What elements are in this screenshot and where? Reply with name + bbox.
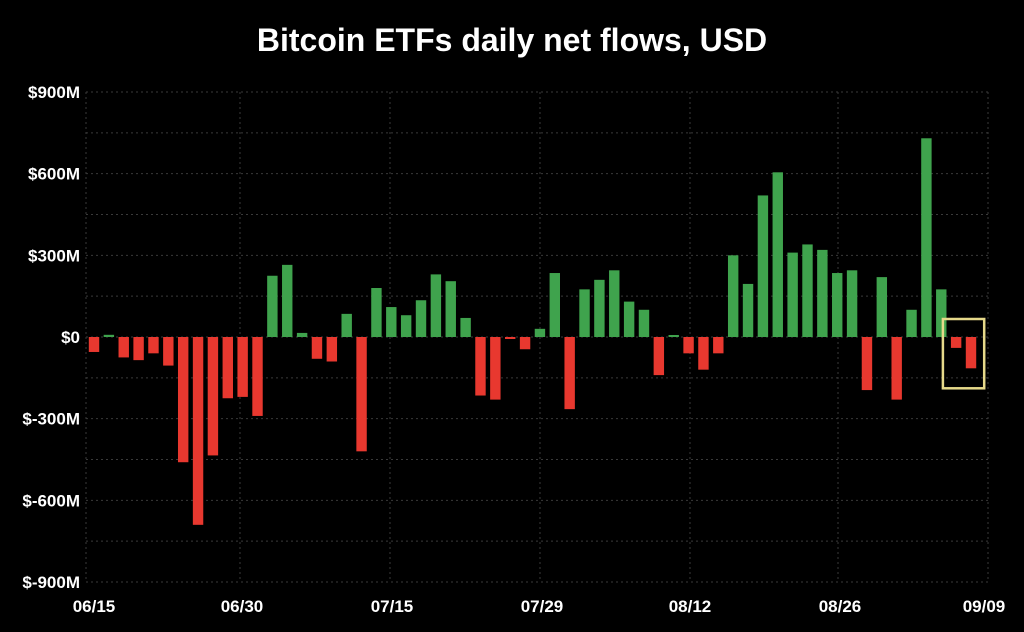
outflow-bar [207, 337, 219, 456]
inflow-bar [668, 335, 679, 337]
y-tick-label: $600M [28, 165, 80, 184]
grid-lines [85, 91, 989, 583]
x-tick-label: 09/09 [963, 597, 1006, 616]
inflow-bar [846, 270, 858, 337]
outflow-bar [950, 337, 962, 348]
inflow-bar [549, 273, 560, 337]
inflow-bar [623, 301, 635, 337]
inflow-bar [445, 281, 456, 337]
y-tick-label: $-900M [22, 573, 80, 592]
inflow-bar [638, 309, 650, 337]
x-tick-label: 06/15 [73, 597, 116, 616]
x-tick-label: 07/29 [521, 597, 564, 616]
inflow-bar [460, 317, 471, 337]
y-tick-label: $300M [28, 246, 80, 265]
outflow-bar [505, 337, 516, 339]
outflow-bar [88, 337, 100, 352]
inflow-bar [267, 275, 278, 337]
inflow-bar [430, 274, 442, 337]
outflow-bar [564, 337, 575, 410]
inflow-bar [876, 277, 888, 337]
inflow-bar [594, 279, 605, 337]
y-tick-label: $-600M [22, 491, 80, 510]
inflow-bar [742, 283, 754, 337]
inflow-bar [936, 289, 947, 337]
inflow-bar [832, 273, 843, 337]
outflow-bar [713, 337, 724, 354]
outflow-bar [653, 337, 665, 376]
outflow-bar [356, 337, 367, 452]
inflow-bar [906, 309, 917, 337]
inflow-bar [371, 288, 382, 337]
inflow-bar [772, 172, 783, 337]
inflow-bar [400, 315, 412, 337]
outflow-bar [965, 337, 977, 369]
outflow-bar [222, 337, 233, 399]
outflow-bar [252, 337, 263, 416]
inflow-bar [282, 264, 293, 337]
x-tick-label: 08/12 [669, 597, 712, 616]
y-tick-label: $-300M [22, 410, 80, 429]
y-tick-label: $0 [61, 328, 80, 347]
outflow-bar [891, 337, 902, 400]
outflow-bar [683, 337, 694, 354]
outflow-bar [490, 337, 501, 400]
x-axis-ticks: 06/15 06/30 07/15 07/29 08/12 08/26 09/09 [73, 597, 1006, 616]
x-tick-label: 06/30 [221, 597, 264, 616]
outflow-bar [861, 337, 873, 391]
inflow-bar [415, 300, 427, 337]
inflow-bar [757, 195, 769, 337]
inflow-bar [787, 252, 798, 337]
outflow-bar [326, 337, 338, 362]
highlight-rectangle [941, 317, 986, 390]
outflow-bar [133, 337, 144, 361]
outflow-bar [177, 337, 189, 463]
inflow-bar [727, 255, 739, 337]
inflow-bar [921, 138, 932, 337]
outflow-bar [237, 337, 248, 397]
y-tick-label: $900M [28, 83, 80, 102]
bars [88, 138, 977, 525]
x-tick-label: 08/26 [819, 597, 862, 616]
outflow-bar [192, 337, 204, 525]
outflow-bar [311, 337, 323, 359]
outflow-bar [475, 337, 486, 396]
y-axis-ticks: $900M $600M $300M $0 $-300M $-600M $-900M [22, 83, 80, 592]
inflow-bar [817, 249, 828, 337]
inflow-bar [296, 332, 308, 337]
inflow-bar [103, 334, 115, 337]
chart-title: Bitcoin ETFs daily net flows, USD [256, 22, 768, 58]
outflow-bar [148, 337, 159, 354]
inflow-bar [534, 328, 546, 337]
highlight-box [941, 317, 986, 390]
inflow-bar [609, 270, 620, 337]
outflow-bar [118, 337, 129, 358]
inflow-bar [341, 313, 352, 337]
inflow-bar [802, 244, 813, 337]
x-tick-label: 07/15 [371, 597, 414, 616]
inflow-bar [386, 307, 397, 337]
outflow-bar [698, 337, 709, 370]
outflow-bar [519, 337, 531, 350]
inflow-bar [579, 289, 590, 337]
outflow-bar [163, 337, 174, 366]
